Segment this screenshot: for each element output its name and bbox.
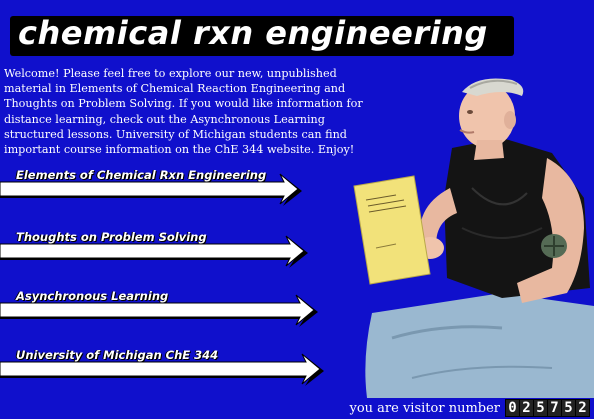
asynchronous-learning-link[interactable]: Asynchronous Learning structured lessons bbox=[4, 112, 325, 141]
arrow-right-icon bbox=[0, 235, 308, 268]
intro-text-1: Welcome! Please feel free to explore our… bbox=[4, 67, 363, 126]
visitor-counter-area: you are visitor number 0 2 5 7 5 2 bbox=[349, 399, 590, 417]
intro-text-3: . Enjoy! bbox=[310, 143, 355, 157]
nav-thoughts-on-problem-solving[interactable]: Thoughts on Problem Solving bbox=[0, 230, 330, 270]
site-title: chemical rxn engineering bbox=[18, 14, 488, 52]
counter-digit: 2 bbox=[576, 400, 589, 416]
reader-photo bbox=[352, 78, 594, 398]
che-344-website-link[interactable]: ChE 344 website bbox=[214, 143, 311, 157]
counter-digit: 5 bbox=[534, 400, 547, 416]
counter-digit: 2 bbox=[520, 400, 533, 416]
nav-label: University of Michigan ChE 344 bbox=[16, 348, 219, 362]
nav-university-of-michigan-che-344[interactable]: University of Michigan ChE 344 bbox=[0, 348, 330, 388]
counter-digit: 0 bbox=[506, 400, 519, 416]
visitor-counter-label: you are visitor number bbox=[349, 400, 501, 416]
counter-digit: 7 bbox=[548, 400, 561, 416]
man-reading-book-image bbox=[353, 78, 594, 398]
intro-paragraph: Welcome! Please feel free to explore our… bbox=[4, 66, 384, 157]
nav-asynchronous-learning[interactable]: Asynchronous Learning bbox=[0, 289, 330, 329]
counter-digit: 5 bbox=[562, 400, 575, 416]
nav-label: Elements of Chemical Rxn Engineering bbox=[16, 168, 267, 182]
nav-label: Asynchronous Learning bbox=[16, 289, 169, 303]
banner-shadow bbox=[10, 16, 514, 56]
nav-elements-of-chemical-rxn-engineering[interactable]: Elements of Chemical Rxn Engineering bbox=[0, 168, 330, 208]
intro-text-2: . University of Michigan students can fi… bbox=[4, 127, 347, 157]
arrow-right-icon bbox=[0, 294, 318, 327]
visitor-counter: 0 2 5 7 5 2 bbox=[505, 399, 590, 417]
arrow-right-icon bbox=[0, 353, 324, 386]
site-banner: chemical rxn engineering bbox=[4, 10, 514, 56]
nav-label: Thoughts on Problem Solving bbox=[16, 230, 207, 244]
arrow-right-icon bbox=[0, 173, 302, 206]
